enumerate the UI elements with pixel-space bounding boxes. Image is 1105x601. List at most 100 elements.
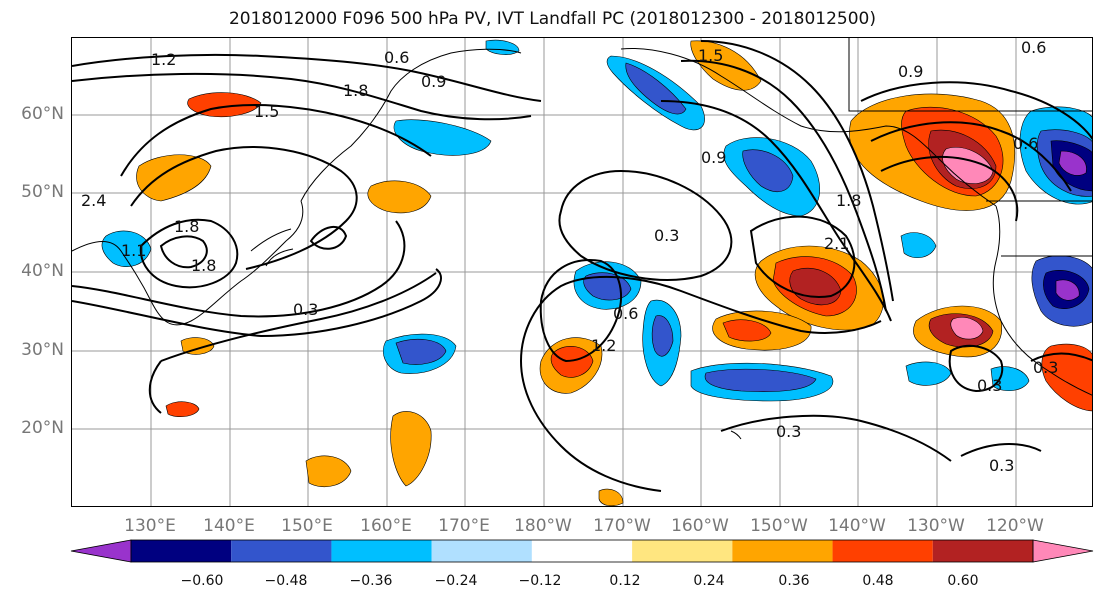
colorbar-swatch (131, 540, 232, 562)
colorbar-tick-label: −0.60 (180, 573, 224, 589)
lon-label: 130°W (907, 516, 965, 536)
positive-anomaly-east-peak (950, 317, 984, 340)
contour-label: 0.6 (1013, 134, 1038, 153)
map-panel: 1.2 0.6 0.9 1.5 1.8 1.5 2.4 1.8 1.1 1.8 … (71, 37, 1093, 507)
contour (558, 169, 733, 281)
colorbar-tick-label: 0.12 (609, 573, 641, 589)
contour (870, 121, 1072, 192)
contour-label: 1.5 (698, 46, 723, 65)
negative-anomaly-japansea (393, 119, 492, 156)
contour (139, 218, 239, 289)
pv-contours (72, 40, 1092, 492)
colorbar-swatch (932, 540, 1033, 562)
contour (860, 81, 1092, 140)
lon-label: 170°W (593, 516, 651, 536)
colorbar (70, 539, 1094, 563)
lat-label: 40°N (21, 261, 64, 281)
contour (1030, 352, 1092, 362)
asia-coast (72, 200, 304, 326)
positive-anomaly-south (305, 455, 352, 487)
contour-label: 0.9 (421, 72, 446, 91)
contour (120, 104, 432, 177)
colorbar-swatch (632, 540, 733, 562)
negative-anomaly-mid2-core (651, 315, 674, 357)
alaska-coast (620, 48, 997, 207)
map-title: 2018012000 F096 500 hPa PV, IVT Landfall… (228, 9, 876, 29)
contour-label: 0.3 (776, 422, 801, 441)
negative-anomaly-westus-peak (1055, 279, 1080, 301)
colorbar-tick-label: 0.60 (947, 573, 979, 589)
lon-label: 170°E (438, 516, 490, 536)
contour (660, 100, 892, 322)
lon-label: 180°W (514, 516, 572, 536)
contour (72, 72, 532, 121)
contour-label: 1.2 (591, 336, 616, 355)
negative-anomaly-west-core (395, 338, 447, 365)
contour-label: 0.3 (1033, 358, 1058, 377)
contour-label: 1.8 (191, 256, 216, 275)
lon-label: 120°W (986, 516, 1044, 536)
contour (960, 443, 1042, 457)
positive-anomaly-phil (390, 411, 432, 487)
negative-anomaly-se2 (990, 366, 1030, 391)
colorbar-arrow-left (70, 539, 132, 563)
contour-label: 0.6 (1021, 38, 1046, 57)
colorbar-swatch (531, 540, 633, 562)
colorbar-tick-label: −0.12 (518, 573, 562, 589)
positive-anomaly-subtropic-core (722, 319, 772, 342)
colorbar-swatch (331, 540, 432, 562)
contour-label: 0.9 (898, 62, 923, 81)
colorbar-swatch (231, 540, 332, 562)
contour (72, 268, 442, 338)
colorbar-tick-label: −0.24 (434, 573, 478, 589)
colorbar-tick-label: −0.48 (264, 573, 308, 589)
lat-label: 20°N (21, 418, 64, 438)
contour-labels: 1.2 0.6 0.9 1.5 1.8 1.5 2.4 1.8 1.1 1.8 … (81, 38, 1058, 475)
contour (539, 259, 622, 363)
contour-label: 0.3 (977, 376, 1002, 395)
positive-anomaly-japan (367, 180, 432, 214)
contour (520, 360, 662, 492)
contour (700, 40, 894, 302)
negative-anomaly-sub-core (704, 368, 817, 392)
negative-anomaly-gulf-core (742, 149, 794, 193)
contour-label: 0.6 (384, 48, 409, 67)
map-canvas: 1.2 0.6 0.9 1.5 1.8 1.5 2.4 1.8 1.1 1.8 … (72, 38, 1092, 506)
contour (160, 272, 437, 362)
positive-anomaly-seq (1041, 343, 1092, 412)
contour (130, 146, 358, 270)
contour (749, 215, 856, 298)
contour-label: 2.4 (81, 191, 106, 210)
contour (309, 226, 348, 250)
colorbar-outline (130, 539, 1034, 563)
contour-label: 1.8 (343, 81, 368, 100)
contour (520, 275, 882, 362)
contour-label: 0.3 (293, 300, 318, 319)
positive-anomaly-tiny (598, 488, 624, 506)
lat-label: 60°N (21, 104, 64, 124)
lat-label: 50°N (21, 182, 64, 202)
negative-anomaly-se (905, 361, 952, 386)
negative-anomaly-asia-w (101, 230, 152, 267)
lon-label: 160°E (360, 516, 412, 536)
negative-anomaly-kam (900, 232, 937, 259)
contour-label: 0.3 (989, 456, 1014, 475)
contour (72, 53, 542, 102)
contour-label: 1.8 (174, 217, 199, 236)
contour (948, 344, 1004, 393)
contour (720, 414, 952, 462)
contour (880, 156, 1019, 222)
contour (72, 220, 406, 318)
contour (159, 235, 208, 269)
lon-label: 150°E (281, 516, 333, 536)
na-west-coast (992, 205, 1092, 396)
colorbar-tick-label: 0.48 (862, 573, 894, 589)
contour (148, 360, 162, 414)
negative-anomaly-alaska-east-peak (1058, 150, 1087, 176)
contour-label: 1.5 (254, 102, 279, 121)
contour-label: 0.3 (654, 226, 679, 245)
colorbar-tick-label: −0.36 (349, 573, 393, 589)
lon-label: 150°W (750, 516, 808, 536)
lon-label: 160°W (671, 516, 729, 536)
lon-label: 130°E (124, 516, 176, 536)
